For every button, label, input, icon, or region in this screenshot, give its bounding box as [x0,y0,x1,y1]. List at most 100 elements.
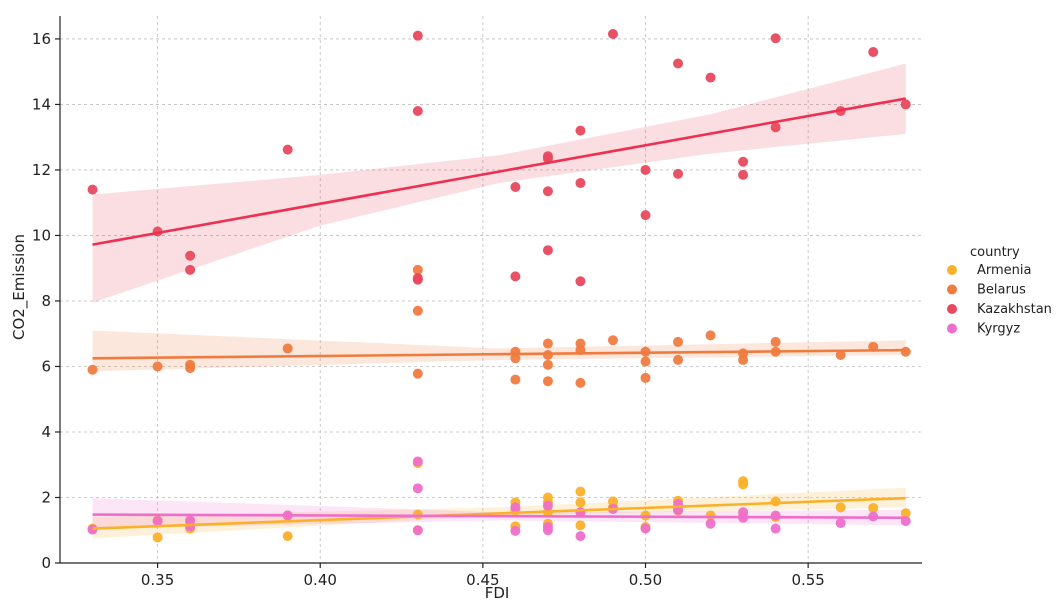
data-point-kazakhstan [185,264,196,275]
data-point-kazakhstan [282,144,293,155]
data-point-armenia [835,502,846,513]
y-tick-label: 14 [32,95,51,113]
data-point-armenia [607,496,618,507]
data-point-belarus [510,374,521,385]
data-point-armenia [738,476,749,487]
y-tick-label: 16 [32,30,51,48]
legend: country Armenia Belarus Kazakhstan Kyrgyz [947,245,1052,337]
data-point-kyrgyz [738,507,749,518]
data-points [87,29,911,543]
data-point-kyrgyz [412,456,423,467]
data-point-kyrgyz [575,531,586,542]
data-point-kazakhstan [738,169,749,180]
data-point-kyrgyz [835,518,846,529]
data-point-kazakhstan [510,181,521,192]
y-tick-label: 8 [41,292,51,310]
data-point-kazakhstan [412,30,423,41]
data-point-kazakhstan [607,29,618,40]
data-point-belarus [640,356,651,367]
data-point-belarus [412,368,423,379]
data-point-belarus [542,338,553,349]
data-point-belarus [152,361,163,372]
regression-line-armenia [92,496,906,530]
legend-title: country [970,245,1020,260]
data-point-belarus [282,343,293,354]
confidence-band-kazakhstan [92,63,906,303]
data-point-kyrgyz [542,500,553,511]
data-point-belarus [770,336,781,347]
data-point-kazakhstan [412,273,423,284]
data-point-belarus [607,335,618,346]
data-point-armenia [868,502,879,513]
data-point-kazakhstan [900,99,911,110]
y-tick-label: 2 [41,488,51,506]
x-axis-title: FDI [485,584,510,602]
data-point-kyrgyz [770,523,781,534]
y-tick-label: 12 [32,161,51,179]
legend-marker-kyrgyz [947,323,957,334]
data-point-belarus [673,336,684,347]
data-point-kyrgyz [152,516,163,527]
data-point-kazakhstan [185,250,196,261]
y-axis-title: CO2_Emission [10,234,29,340]
y-tick-label: 0 [41,554,51,572]
data-point-kyrgyz [412,483,423,494]
data-point-belarus [575,377,586,388]
data-point-kazakhstan [770,33,781,44]
data-point-armenia [575,486,586,497]
data-point-belarus [412,305,423,316]
x-tick-label: 0.55 [791,571,824,589]
legend-label-armenia: Armenia [977,263,1032,278]
y-tick-label: 6 [41,357,51,375]
confidence-band-belarus [92,330,906,372]
regression-line-kazakhstan [92,97,906,246]
data-point-kyrgyz [185,515,196,526]
data-point-belarus [87,364,98,375]
regression-line-belarus [92,348,906,360]
x-tick-label: 0.50 [629,571,662,589]
data-point-kyrgyz [770,510,781,521]
regression-lines [92,97,906,530]
data-point-kazakhstan [542,186,553,197]
data-point-kazakhstan [738,156,749,167]
data-point-belarus [673,354,684,365]
data-point-belarus [705,330,716,341]
data-point-belarus [542,376,553,387]
data-point-armenia [900,508,911,519]
axes: 0.35 0.40 0.45 0.50 0.55 0 2 4 6 8 10 12 14 16 [32,16,922,589]
y-tick-label: 4 [41,423,51,441]
data-point-belarus [575,338,586,349]
data-point-kyrgyz [87,524,98,535]
data-point-kazakhstan [770,122,781,133]
data-point-kyrgyz [705,518,716,529]
data-point-armenia [575,520,586,531]
data-point-kyrgyz [412,525,423,536]
data-point-armenia [282,531,293,542]
data-point-kyrgyz [510,502,521,513]
legend-label-kazakhstan: Kazakhstan [977,302,1052,317]
data-point-kazakhstan [575,178,586,189]
data-point-kazakhstan [510,271,521,282]
legend-label-kyrgyz: Kyrgyz [977,322,1020,337]
data-point-belarus [185,359,196,370]
legend-label-belarus: Belarus [977,283,1026,298]
data-point-kazakhstan [868,47,879,58]
data-point-kazakhstan [640,164,651,175]
data-point-belarus [835,350,846,361]
x-tick-label: 0.35 [141,571,174,589]
y-tick-label: 10 [32,226,51,244]
x-tick-label: 0.40 [304,571,337,589]
data-point-belarus [542,359,553,370]
data-point-kyrgyz [510,525,521,536]
data-point-armenia [542,492,553,503]
data-point-armenia [770,496,781,507]
data-point-kazakhstan [575,125,586,136]
data-point-kazakhstan [542,151,553,162]
legend-marker-armenia [947,265,957,275]
data-point-kazakhstan [412,105,423,116]
data-point-belarus [900,346,911,357]
data-point-kyrgyz [640,523,651,534]
data-point-kazakhstan [673,168,684,179]
